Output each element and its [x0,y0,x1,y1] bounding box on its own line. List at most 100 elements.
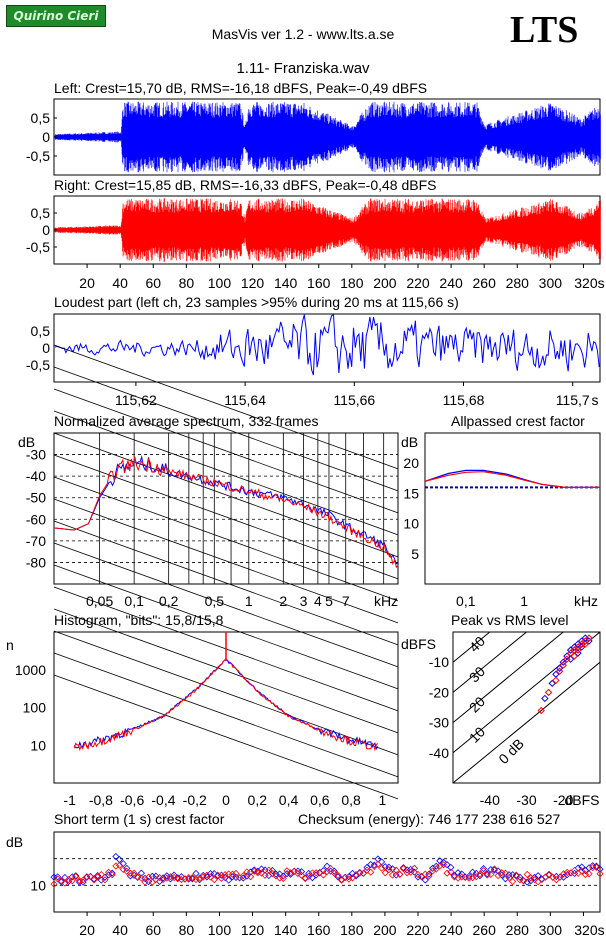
spectrum-slope-line [53,410,399,536]
short-crest-point-right [487,870,495,878]
spectrum-x-tick: 0,5 [205,593,225,609]
short-crest-point-right [421,870,429,878]
checksum: Checksum (energy): 746 177 238 616 527 [298,811,561,827]
peak-rms-diagonal [452,631,527,693]
loudest-x-tick: 115,66 [333,392,375,408]
left-waveform-y-tick: 0 [42,129,50,145]
short-crest-point-left [123,864,131,872]
right-waveform-x-tick: 20 [79,275,95,291]
short-crest-point-left [276,870,284,878]
short-crest-point-left [578,863,586,871]
short-crest-point-right [101,876,109,884]
short-crest-point-right [363,866,371,874]
short-crest-point-right [228,870,236,878]
short-crest-point-left [68,873,76,881]
peak-rms-point-right [574,646,582,654]
spectrum-y-tick: -80 [26,554,46,570]
brand-logo: LTS [510,9,579,51]
short-crest-point-right [141,878,149,886]
short-crest-point-right [520,877,528,885]
histogram-x-tick: 0,8 [341,792,361,808]
spectrum-x-tick: 0,05 [86,593,113,609]
short-crest-point-right [177,875,185,884]
peak-rms-point-right [570,652,578,660]
short-crest-point-right [341,873,349,882]
short-crest-point-left [192,869,200,878]
short-crest-point-left [225,876,233,884]
short-crest-point-right [396,870,404,878]
short-crest-point-right [108,871,116,879]
loudest-y-tick: 0,5 [31,323,51,339]
short-crest-point-left [378,858,386,866]
short-crest-point-right [436,862,444,870]
short-crest-point-left [490,866,498,874]
crest-allpass-series-right [424,471,600,488]
short-crest-x-tick: 240 [439,922,463,938]
short-crest-point-right [578,867,586,875]
spectrum-series-left [53,455,399,565]
short-crest-x-tick: 220 [406,922,430,938]
loudest-x-tick: s [592,392,599,408]
peak-rms-diagonal [452,631,491,663]
crest-allpass-y-tick: 5 [411,546,419,562]
short-crest-point-left [257,865,266,873]
crest-allpass-title: Allpassed crest factor [451,413,585,429]
short-crest-point-right [509,877,517,886]
right-waveform-y-tick: -0,5 [26,239,50,255]
short-crest-point-right [410,864,418,872]
short-crest-point-right [454,874,462,882]
short-crest-point-right [287,869,295,877]
short-crest-point-left [268,866,276,875]
short-crest-point-left [410,868,418,876]
short-crest-point-right [239,872,247,880]
short-crest-point-left [447,863,455,871]
short-crest-point-left [527,877,535,885]
short-crest-x-tick: 80 [179,922,195,938]
short-crest-point-right [57,877,65,885]
spectrum-mask-top [49,409,403,433]
short-crest-point-left [545,871,553,879]
short-crest-point-left [323,862,331,870]
short-crest-point-left [141,874,149,882]
short-crest-x-tick: 320s [574,922,604,938]
short-crest-point-left [94,872,102,880]
peak-rms-y-label: dBFS [401,636,436,652]
short-crest-x-tick: 300 [539,922,563,938]
spectrum-frame [53,432,399,585]
short-crest-point-right [549,873,557,881]
short-crest-point-right [447,868,455,876]
short-crest-point-right [130,869,138,877]
spectrum-slope-line [53,366,399,492]
short-crest-point-left [297,868,306,876]
peak-rms-point-right [563,655,571,663]
histogram-x-tick: 0,6 [310,792,330,808]
short-crest-point-right [348,874,357,882]
short-crest-point-right [137,874,145,882]
right-waveform-x-tick: 260 [473,275,497,291]
short-crest-point-right [123,867,131,875]
short-crest-point-right [319,871,327,879]
peak-rms-y-tick: -10 [429,654,449,670]
short-crest-point-left [363,863,371,872]
short-crest-point-right [556,873,564,881]
short-crest-point-right [359,869,367,877]
short-crest-point-right [232,869,240,878]
short-crest-point-left [399,864,407,872]
short-crest-point-left [112,852,120,861]
short-crest-point-right [407,868,415,876]
short-crest-point-left [57,878,65,886]
short-crest-point-right [268,870,276,878]
short-crest-x-tick: 20 [79,922,95,938]
short-crest-point-right [425,872,433,880]
short-crest-point-right [367,868,375,876]
short-crest-point-right [592,863,600,871]
short-crest-point-right [188,874,196,882]
short-crest-point-right [297,871,306,879]
short-crest-point-right [352,871,360,879]
logo: Quirino Cieri [6,5,106,27]
spectrum-series-right [53,456,399,569]
crest-allpass-y-tick: 10 [403,516,419,532]
short-crest-point-right [134,873,142,881]
short-crest-point-left [596,865,604,873]
short-crest-point-left [458,870,466,878]
